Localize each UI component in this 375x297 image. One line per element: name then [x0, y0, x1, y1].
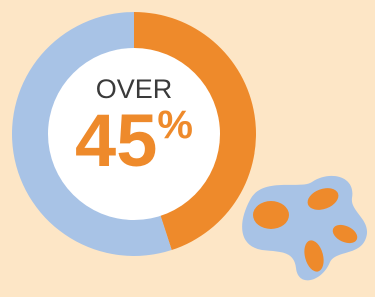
petal [253, 201, 289, 229]
infographic: OVER 45% [0, 0, 375, 297]
